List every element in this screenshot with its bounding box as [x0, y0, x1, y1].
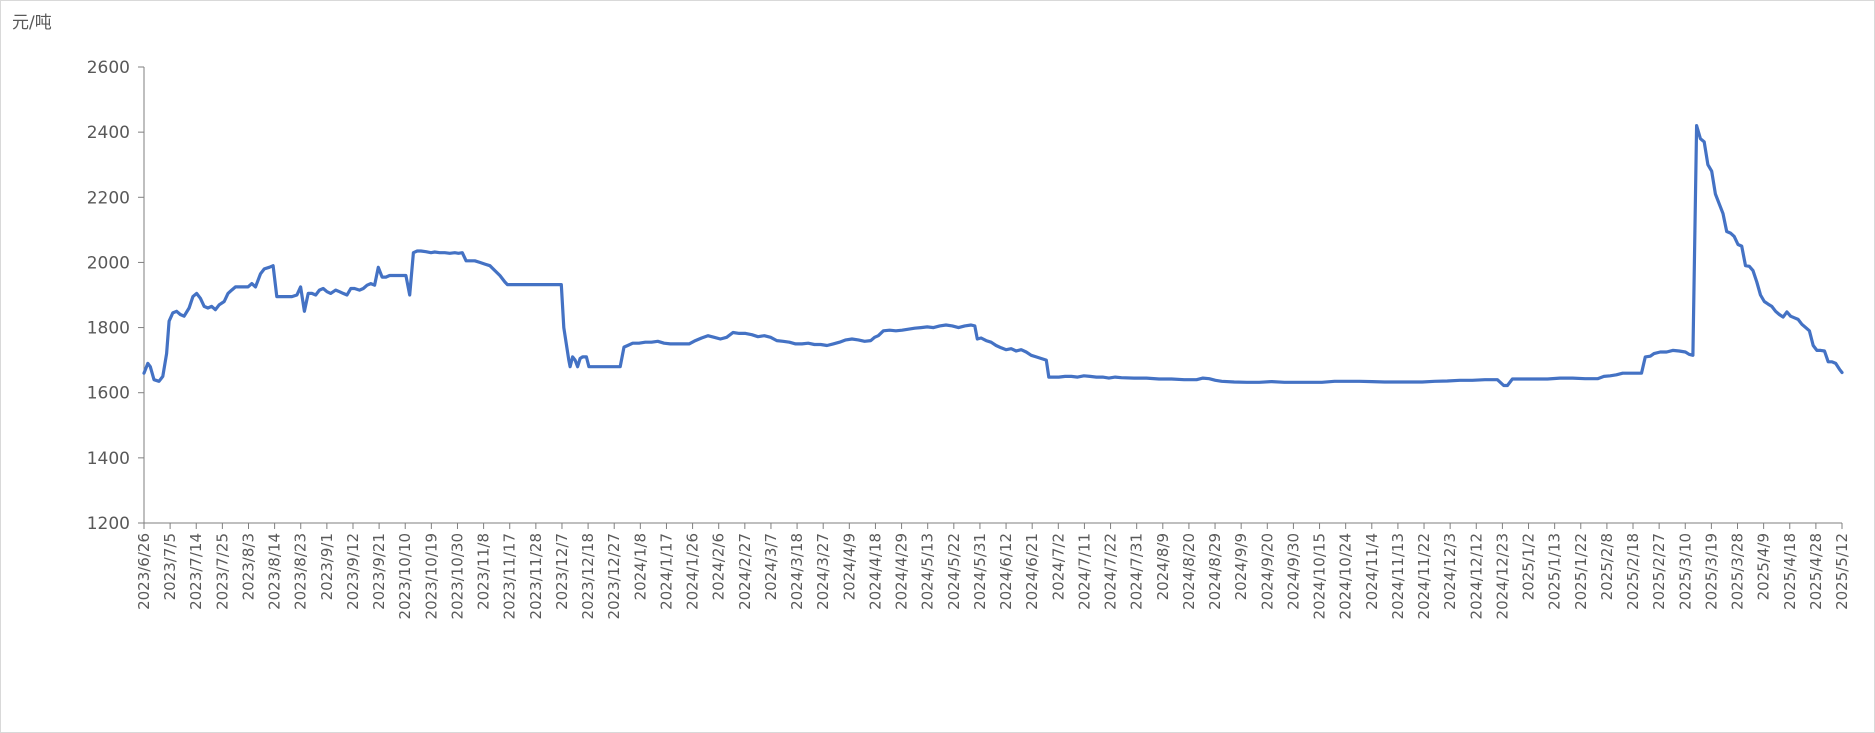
x-tick-label: 2024/3/7: [762, 533, 780, 600]
x-tick-label: 2025/3/19: [1702, 533, 1720, 610]
x-tick-label: 2023/8/23: [292, 533, 310, 610]
x-tick-label: 2024/1/17: [657, 533, 675, 610]
x-tick-label: 2024/7/31: [1128, 533, 1146, 610]
x-tick-label: 2024/4/29: [893, 533, 911, 610]
series-line: [142, 124, 1844, 388]
x-tick-label: 2023/10/19: [422, 533, 440, 619]
x-tick-label: 2023/11/28: [527, 533, 545, 619]
x-tick-label: 2023/7/14: [187, 533, 205, 610]
x-tick-label: 2025/3/10: [1676, 533, 1694, 610]
x-tick-label: 2023/7/5: [161, 533, 179, 600]
x-tick-label: 2024/8/29: [1206, 533, 1224, 610]
x-tick-label: 2023/12/27: [605, 533, 623, 619]
x-tick-label: 2023/8/3: [239, 533, 257, 600]
x-tick-label: 2024/3/18: [788, 533, 806, 610]
y-tick-label: 1400: [87, 449, 130, 469]
x-tick-label: 2024/7/2: [1049, 533, 1067, 600]
y-tick-label: 2400: [87, 123, 130, 143]
x-tick-label: 2024/8/20: [1180, 533, 1198, 610]
x-tick-label: 2024/7/11: [1075, 533, 1093, 610]
x-tick-label: 2024/2/27: [736, 533, 754, 610]
x-tick-label: 2024/6/21: [1023, 533, 1041, 610]
x-tick-label: 2024/4/18: [866, 533, 884, 610]
x-tick-label: 2023/10/30: [448, 533, 466, 619]
x-tick-label: 2025/1/22: [1572, 533, 1590, 610]
x-tick-label: 2025/2/27: [1650, 533, 1668, 610]
x-tick-label: 2024/10/15: [1311, 533, 1329, 619]
x-tick-label: 2025/4/9: [1755, 533, 1773, 600]
y-axis: 1200 1400 1600 1800 2000 2200 2400 2600: [87, 58, 145, 534]
x-tick-label: 2023/9/12: [344, 533, 362, 610]
x-tick-label: 2024/11/13: [1389, 533, 1407, 619]
y-unit-label: 元/吨: [12, 13, 52, 33]
x-tick-label: 2023/6/26: [135, 533, 153, 610]
x-tick-label: 2025/2/18: [1624, 533, 1642, 610]
x-tick-label: 2025/5/12: [1833, 533, 1851, 610]
x-tick-label: 2024/5/13: [919, 533, 937, 610]
x-tick-label: 2023/9/1: [318, 533, 336, 600]
x-tick-label: 2024/8/9: [1154, 533, 1172, 600]
x-tick-label: 2025/3/28: [1729, 533, 1747, 610]
x-tick-label: 2023/12/18: [579, 533, 597, 619]
x-tick-label: 2024/4/9: [840, 533, 858, 600]
y-tick-label: 1600: [87, 384, 130, 404]
x-tick-label: 2024/5/22: [945, 533, 963, 610]
x-tick-label: 2023/11/17: [501, 533, 519, 619]
y-tick-label: 2000: [87, 253, 130, 273]
x-tick-label: 2024/9/30: [1284, 533, 1302, 610]
x-axis: 2023/6/26 2023/7/5 2023/7/14 2023/7/25 2023/…: [135, 522, 1851, 619]
x-tick-label: 2023/12/7: [553, 533, 571, 610]
y-tick-label: 2200: [87, 188, 130, 208]
x-tick-label: 2023/8/14: [266, 533, 284, 610]
x-tick-label: 2024/11/4: [1363, 533, 1381, 610]
x-tick-label: 2024/5/31: [971, 533, 989, 610]
x-tick-label: 2024/1/8: [631, 533, 649, 600]
x-tick-label: 2025/4/28: [1807, 533, 1825, 610]
x-tick-label: 2024/12/3: [1441, 533, 1459, 610]
x-tick-label: 2024/9/9: [1232, 533, 1250, 600]
x-tick-label: 2024/12/23: [1493, 533, 1511, 619]
x-tick-label: 2024/1/26: [684, 533, 702, 610]
x-tick-label: 2025/1/2: [1520, 533, 1538, 600]
x-tick-label: 2025/2/8: [1598, 533, 1616, 600]
x-tick-label: 2024/9/20: [1258, 533, 1276, 610]
x-tick-label: 2024/10/24: [1337, 533, 1355, 619]
x-tick-label: 2025/1/13: [1546, 533, 1564, 610]
x-tick-label: 2024/2/6: [710, 533, 728, 600]
x-tick-label: 2023/9/21: [370, 533, 388, 610]
x-tick-label: 2023/7/25: [213, 533, 231, 610]
y-tick-label: 1200: [87, 514, 130, 534]
series-layer: [142, 124, 1844, 388]
x-tick-label: 2025/4/18: [1781, 533, 1799, 610]
x-tick-label: 2024/7/22: [1102, 533, 1120, 610]
y-tick-label: 2600: [87, 58, 130, 78]
x-tick-label: 2023/11/8: [475, 533, 493, 610]
y-tick-label: 1800: [87, 319, 130, 339]
x-tick-label: 2024/11/22: [1415, 533, 1433, 619]
x-tick-label: 2024/3/27: [814, 533, 832, 610]
x-tick-label: 2023/10/10: [396, 533, 414, 619]
x-tick-label: 2024/6/12: [997, 533, 1015, 610]
x-tick-label: 2024/12/12: [1467, 533, 1485, 619]
